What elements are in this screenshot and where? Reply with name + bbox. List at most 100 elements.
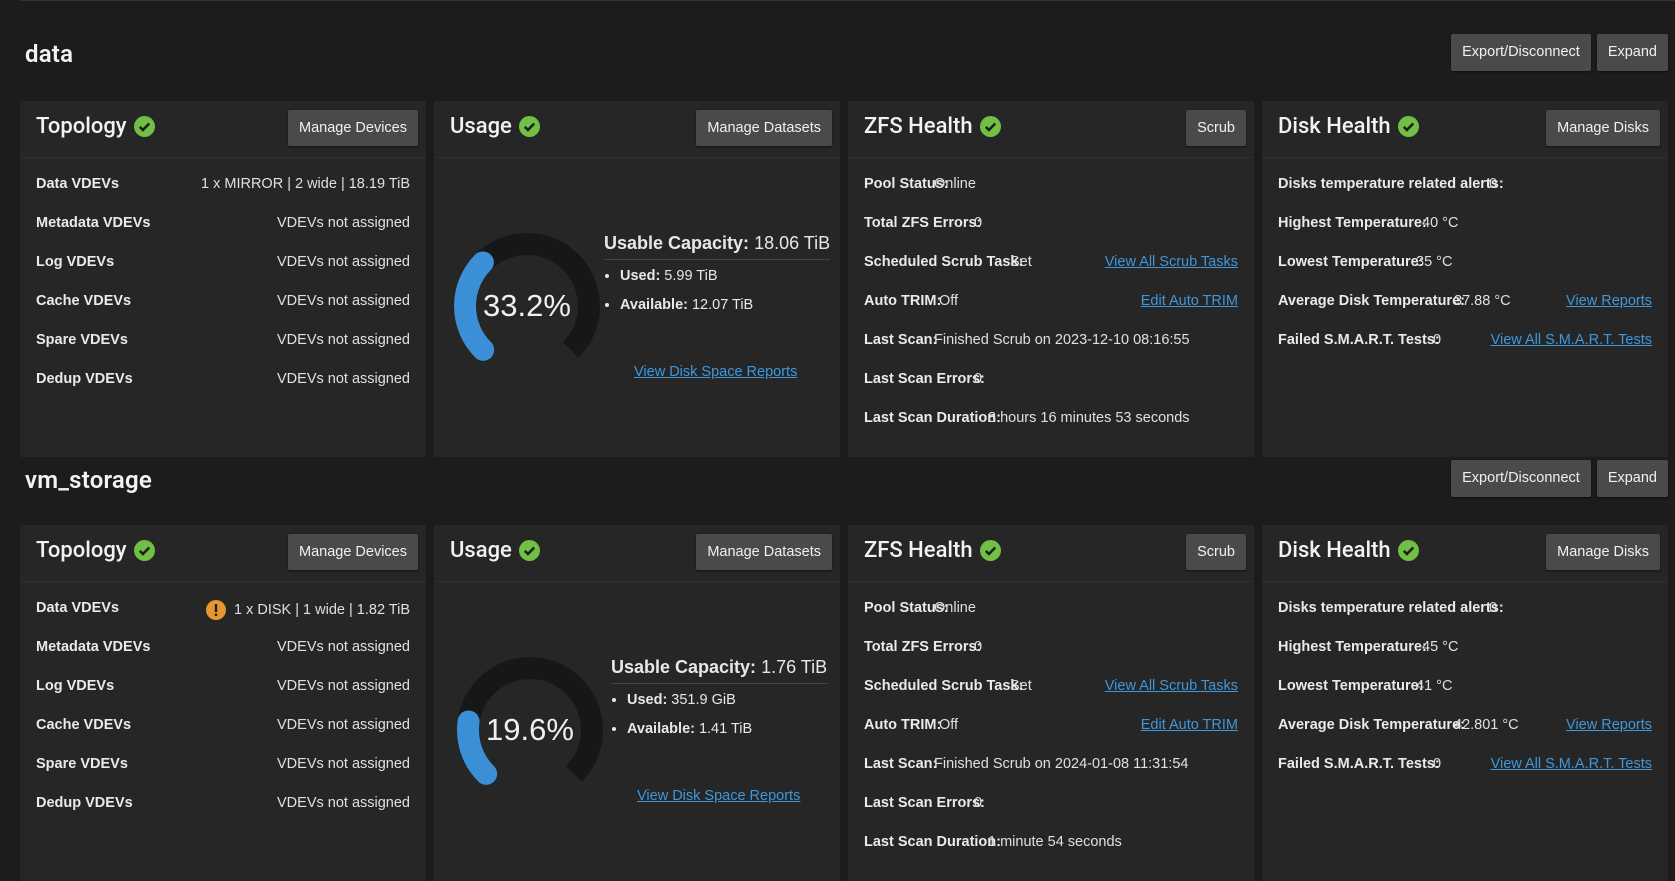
- view-disk-space-reports-link[interactable]: View Disk Space Reports: [634, 364, 798, 380]
- topology-title: Topology: [36, 538, 127, 563]
- exclamation-circle-icon[interactable]: [206, 600, 227, 620]
- row-label: Average Disk Temperature:: [1278, 293, 1465, 309]
- usage-gauge: [454, 233, 600, 361]
- pool-header: data Export/Disconnect Expand: [20, 30, 1668, 84]
- row-value: 40 °C: [1422, 215, 1459, 231]
- row-value: 45 °C: [1422, 639, 1459, 655]
- card-title: ZFS Health: [864, 538, 1001, 563]
- row-label: Dedup VDEVs: [36, 371, 133, 387]
- row-value: 41 °C: [1416, 678, 1453, 694]
- capacity-info: Usable Capacity: 1.76 TiB Used:351.9 GiB…: [611, 657, 828, 750]
- disk-health-card: Disk Health Manage Disks Disks temperatu…: [1262, 101, 1668, 457]
- pool-data: data Export/Disconnect Expand Topology M…: [20, 30, 1668, 457]
- view-all-smart-tests-link[interactable]: View All S.M.A.R.T. Tests: [1490, 756, 1652, 772]
- card-header: ZFS Health Scrub: [848, 525, 1254, 582]
- check-circle-icon: [1397, 540, 1419, 561]
- row-lowest-temp: Lowest Temperature: 41 °C: [1262, 678, 1668, 717]
- row-value: Finished Scrub on 2023-12-10 08:16:55: [934, 332, 1190, 348]
- row-average-temp: Average Disk Temperature: 42.801 °C View R…: [1262, 717, 1668, 756]
- view-reports-link[interactable]: View Reports: [1566, 293, 1652, 309]
- manage-datasets-button[interactable]: Manage Datasets: [696, 110, 832, 146]
- available-label: Available:: [627, 721, 695, 737]
- row-value: Off: [939, 717, 959, 733]
- row-value: 1 x MIRROR | 2 wide | 18.19 TiB: [201, 176, 410, 192]
- scrub-button[interactable]: Scrub: [1186, 534, 1246, 570]
- card-title: Usage: [450, 538, 540, 563]
- row-value: VDEVs not assigned: [277, 215, 410, 231]
- export-disconnect-button[interactable]: Export/Disconnect: [1451, 460, 1591, 497]
- edit-auto-trim-link[interactable]: Edit Auto TRIM: [1140, 717, 1238, 733]
- row-label: Disks temperature related alerts:: [1278, 176, 1504, 192]
- row-label: Log VDEVs: [36, 254, 115, 270]
- view-reports-link[interactable]: View Reports: [1566, 717, 1652, 733]
- row-average-temp: Average Disk Temperature: 37.88 °C View Re…: [1262, 293, 1668, 332]
- manage-datasets-button[interactable]: Manage Datasets: [696, 534, 832, 570]
- row-label: Average Disk Temperature:: [1278, 717, 1465, 733]
- view-all-scrub-tasks-link[interactable]: View All Scrub Tasks: [1104, 678, 1238, 694]
- manage-devices-button[interactable]: Manage Devices: [288, 534, 418, 570]
- row-value: VDEVs not assigned: [277, 756, 410, 772]
- row-pool-status: Pool Status: Online: [848, 176, 1254, 215]
- row-pool-status: Pool Status: Online: [848, 600, 1254, 639]
- row-value: 35 °C: [1416, 254, 1453, 270]
- card-title: ZFS Health: [864, 114, 1001, 139]
- row-value: VDEVs not assigned: [277, 678, 410, 694]
- check-circle-icon: [518, 540, 540, 561]
- row-value: VDEVs not assigned: [277, 332, 410, 348]
- check-circle-icon: [979, 116, 1001, 137]
- row-auto-trim: Auto TRIM: Off Edit Auto TRIM: [848, 717, 1254, 756]
- scrub-button[interactable]: Scrub: [1186, 110, 1246, 146]
- row-log-vdevs: Log VDEVs VDEVs not assigned: [20, 678, 426, 717]
- row-value: 0: [974, 639, 983, 655]
- card-header: ZFS Health Scrub: [848, 101, 1254, 158]
- card-title: Topology: [36, 114, 155, 139]
- usage-title: Usage: [450, 538, 512, 563]
- row-label: Last Scan Duration:: [864, 834, 1001, 850]
- row-value: 42.801 °C: [1454, 717, 1519, 733]
- row-dedup-vdevs: Dedup VDEVs VDEVs not assigned: [20, 371, 426, 410]
- gauge-fill: [457, 710, 498, 785]
- row-lowest-temp: Lowest Temperature: 35 °C: [1262, 254, 1668, 293]
- row-cache-vdevs: Cache VDEVs VDEVs not assigned: [20, 293, 426, 332]
- row-label: Spare VDEVs: [36, 756, 128, 772]
- check-circle-icon: [979, 540, 1001, 561]
- view-disk-space-reports-link[interactable]: View Disk Space Reports: [637, 788, 801, 804]
- check-circle-icon: [518, 116, 540, 137]
- row-label: Last Scan:: [864, 756, 938, 772]
- row-value: 0: [1489, 176, 1498, 192]
- row-dedup-vdevs: Dedup VDEVs VDEVs not assigned: [20, 795, 426, 834]
- topology-card: Topology Manage Devices Data VDEVs 1 x MI…: [20, 101, 426, 457]
- row-spare-vdevs: Spare VDEVs VDEVs not assigned: [20, 756, 426, 795]
- expand-button[interactable]: Expand: [1596, 34, 1668, 71]
- view-all-smart-tests-link[interactable]: View All S.M.A.R.T. Tests: [1490, 332, 1652, 348]
- row-label: Lowest Temperature:: [1278, 678, 1424, 694]
- view-all-scrub-tasks-link[interactable]: View All Scrub Tasks: [1104, 254, 1238, 270]
- manage-devices-button[interactable]: Manage Devices: [288, 110, 418, 146]
- row-label: Pool Status:: [864, 176, 949, 192]
- row-scheduled-scrub: Scheduled Scrub Task: Set View All Scrub T…: [848, 678, 1254, 717]
- row-label: Last Scan Errors:: [864, 795, 985, 811]
- row-value: Online: [934, 600, 976, 616]
- expand-button[interactable]: Expand: [1596, 460, 1668, 497]
- row-label: Cache VDEVs: [36, 293, 132, 309]
- manage-disks-button[interactable]: Manage Disks: [1546, 110, 1660, 146]
- row-label: Log VDEVs: [36, 678, 115, 694]
- manage-disks-button[interactable]: Manage Disks: [1546, 534, 1660, 570]
- capacity-list: Used:5.99 TiB Available:12.07 TiB: [604, 268, 830, 313]
- row-total-zfs-errors: Total ZFS Errors: 0: [848, 215, 1254, 254]
- row-label: Last Scan Errors:: [864, 371, 985, 387]
- zfs-health-title: ZFS Health: [864, 538, 973, 563]
- usable-capacity: Usable Capacity: 18.06 TiB: [604, 233, 831, 260]
- row-label: Failed S.M.A.R.T. Tests:: [1278, 332, 1440, 348]
- zfs-rows: Pool Status: Online Total ZFS Errors: 0 Sc…: [848, 582, 1254, 873]
- row-value: Off: [939, 293, 959, 309]
- disk-health-card: Disk Health Manage Disks Disks temperatu…: [1262, 525, 1668, 881]
- edit-auto-trim-link[interactable]: Edit Auto TRIM: [1140, 293, 1238, 309]
- pool-vm-storage: vm_storage Export/Disconnect Expand Topo…: [20, 456, 1668, 881]
- row-spare-vdevs: Spare VDEVs VDEVs not assigned: [20, 332, 426, 371]
- card-header: Disk Health Manage Disks: [1262, 525, 1668, 582]
- card-title: Disk Health: [1278, 538, 1419, 563]
- row-temp-alerts: Disks temperature related alerts: 0: [1262, 600, 1668, 639]
- export-disconnect-button[interactable]: Export/Disconnect: [1451, 34, 1591, 71]
- card-header: Usage Manage Datasets: [434, 101, 840, 158]
